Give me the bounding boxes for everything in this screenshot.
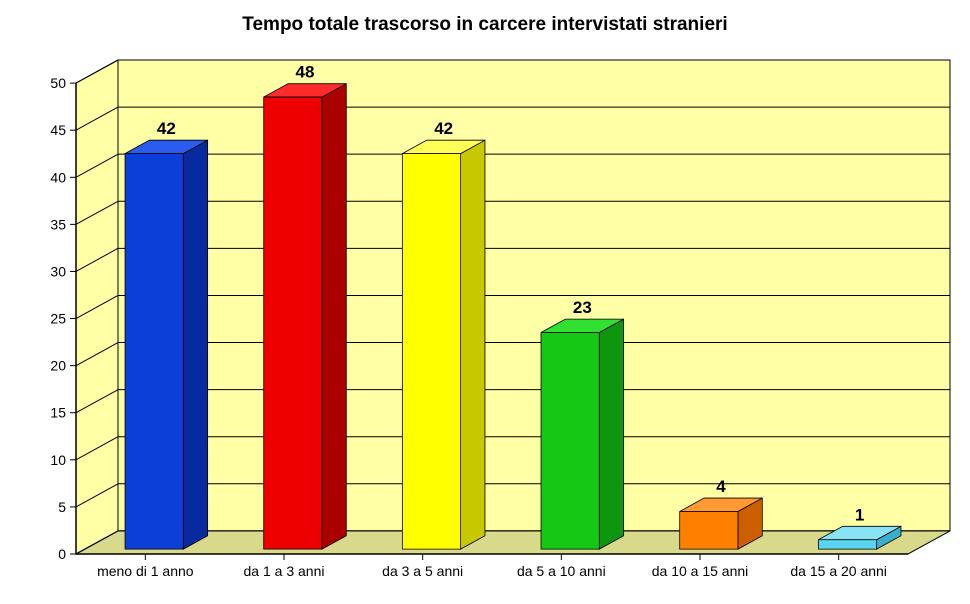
bar-value-label: 1 [855,505,864,524]
y-tick-label: 0 [58,546,66,562]
bar-value-label: 48 [296,63,315,82]
category-label: da 1 a 3 anni [244,563,325,579]
bar-value-label: 42 [434,119,453,138]
bar [402,140,485,549]
chart-title: Tempo totale trascorso in carcere interv… [0,14,970,36]
y-tick-label: 35 [50,216,66,232]
y-tick-label: 10 [50,452,66,468]
bar [680,498,763,549]
y-tick-label: 15 [50,405,66,421]
bar [541,319,624,549]
category-label: da 3 a 5 anni [382,563,463,579]
bar [125,140,208,549]
category-label: da 15 a 20 anni [790,563,887,579]
bar-value-label: 4 [716,477,726,496]
y-tick-label: 30 [50,263,66,279]
category-label: da 10 a 15 anni [652,563,749,579]
chart-svg: 0 5 10 15 20 25 30 35 40 45 50 42 meno di 1 anno 48 da… [0,0,970,604]
y-tick-label: 50 [50,75,66,91]
chart-container: Tempo totale trascorso in carcere interv… [0,0,970,604]
y-tick-label: 25 [50,311,66,327]
y-tick-label: 5 [58,499,66,515]
bar [264,84,347,549]
y-tick-label: 40 [50,169,66,185]
category-label: meno di 1 anno [97,563,194,579]
bar-value-label: 23 [573,298,592,317]
bar-value-label: 42 [157,119,176,138]
y-tick-label: 45 [50,122,66,138]
category-label: da 5 a 10 anni [517,563,606,579]
y-tick-label: 20 [50,358,66,374]
